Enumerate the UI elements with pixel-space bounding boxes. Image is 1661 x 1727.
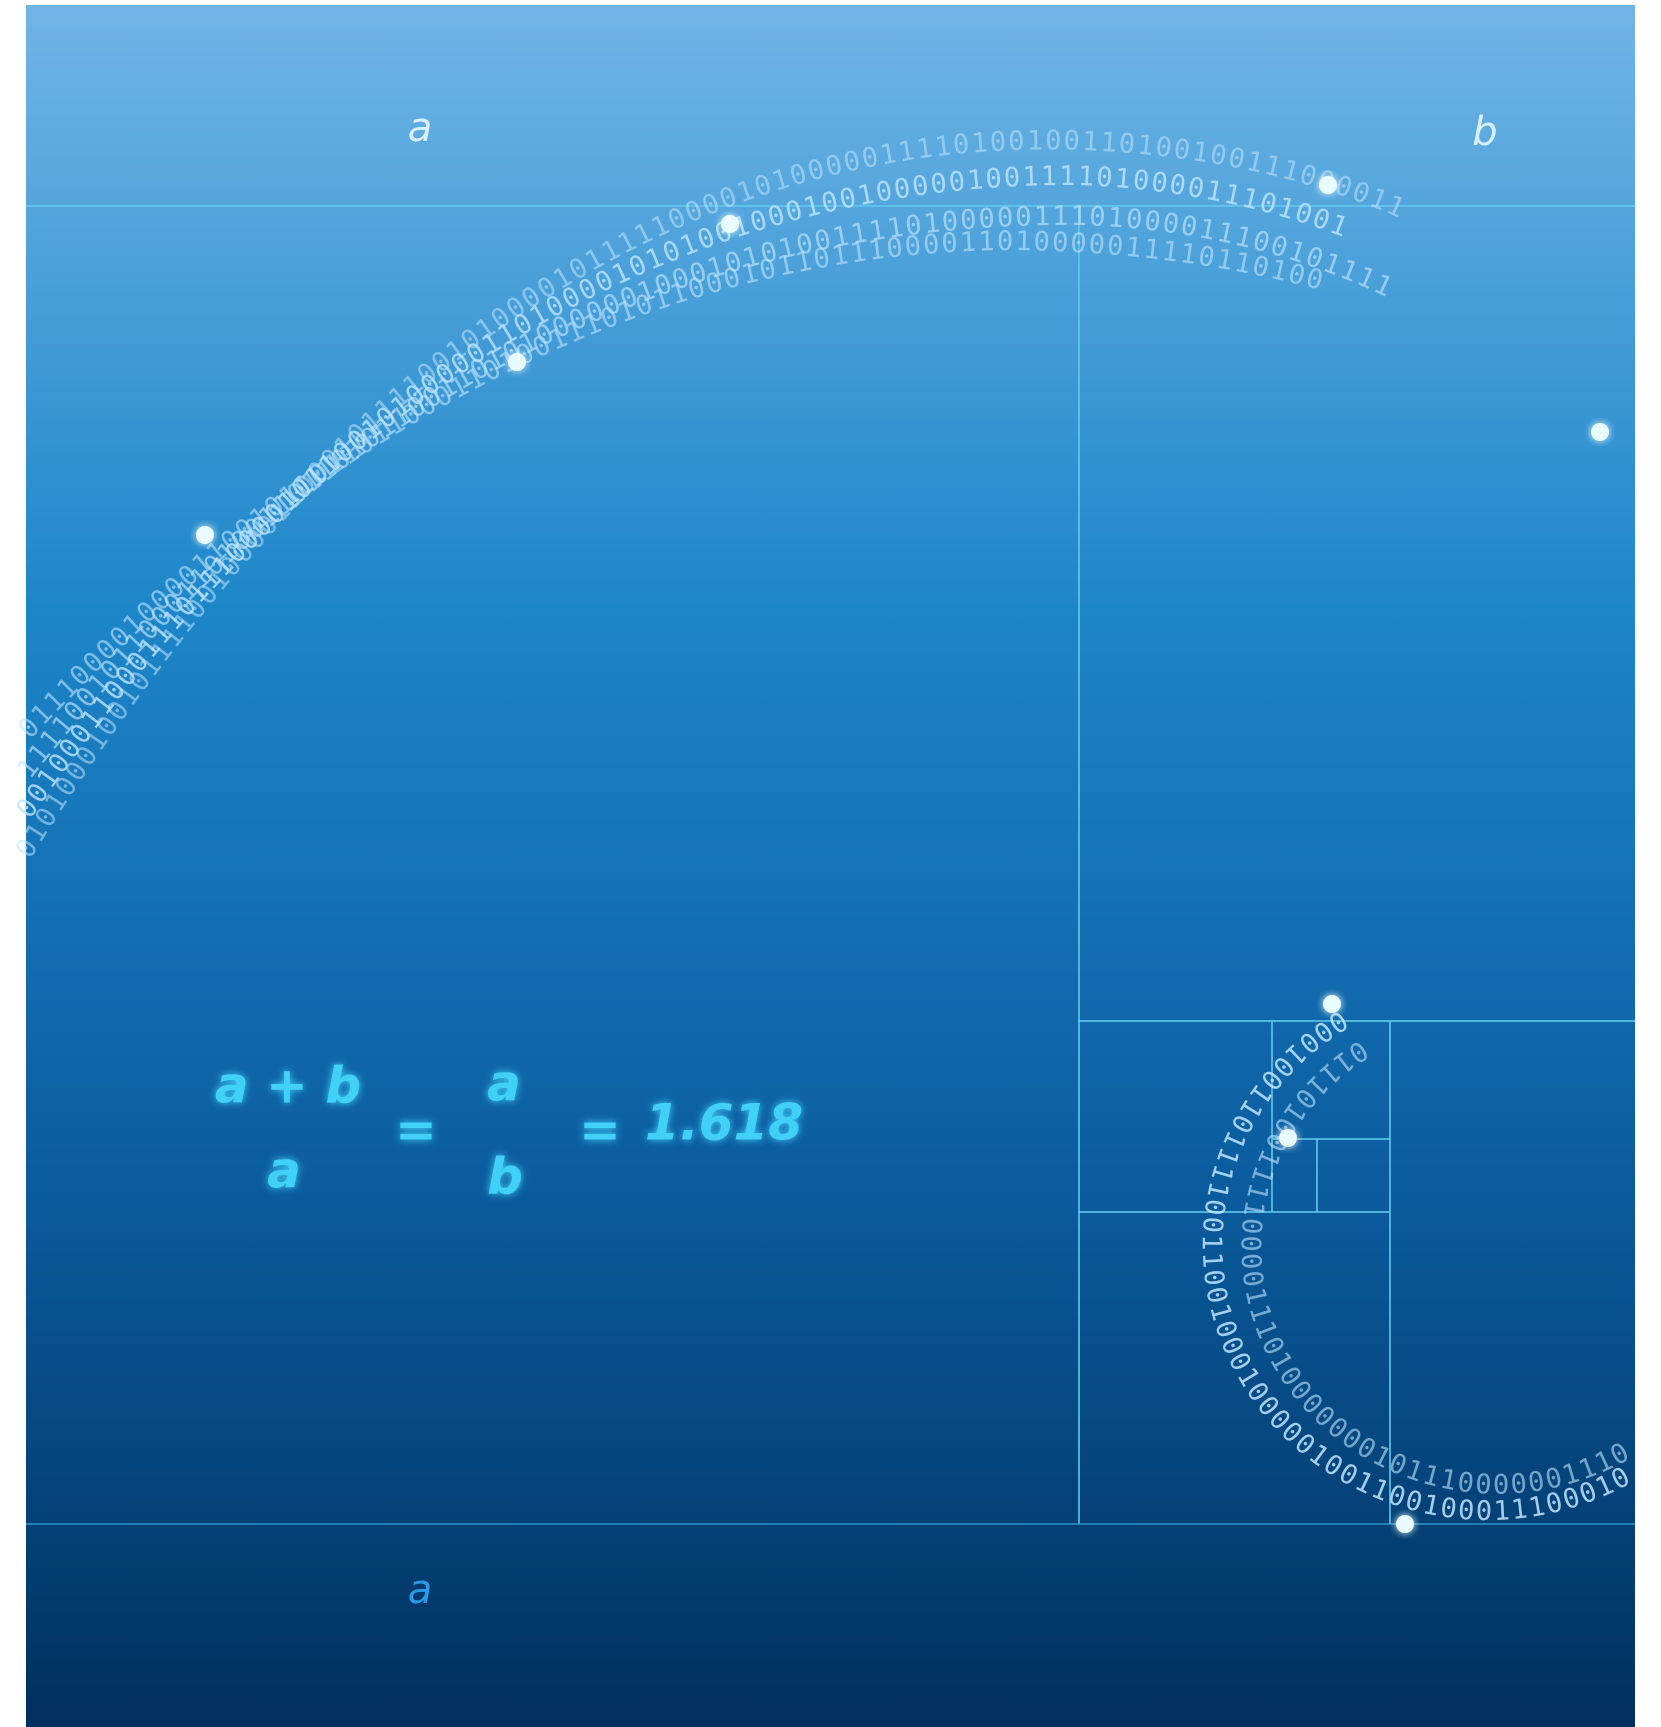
glow-dot	[1323, 995, 1341, 1013]
glow-dot	[508, 353, 526, 371]
glow-dot	[1319, 176, 1337, 194]
denominator: a	[267, 1142, 301, 1200]
label-a: a	[408, 105, 433, 151]
label-b: b	[1472, 109, 1497, 155]
result: 1.618	[645, 1094, 803, 1152]
glow-dot	[1591, 423, 1609, 441]
numerator: a + b	[215, 1057, 361, 1115]
glow-dot	[1279, 1129, 1297, 1147]
glow-dot	[721, 215, 739, 233]
equation: a + b a = a b = 1.618	[214, 1055, 803, 1206]
numerator: a	[487, 1055, 521, 1113]
equals: =	[579, 1101, 621, 1159]
label-a: a	[408, 1567, 433, 1613]
equals: =	[395, 1101, 437, 1159]
glow-dot	[196, 526, 214, 544]
denominator: b	[487, 1148, 523, 1206]
background	[26, 5, 1635, 1727]
glow-dot	[1396, 1515, 1414, 1533]
